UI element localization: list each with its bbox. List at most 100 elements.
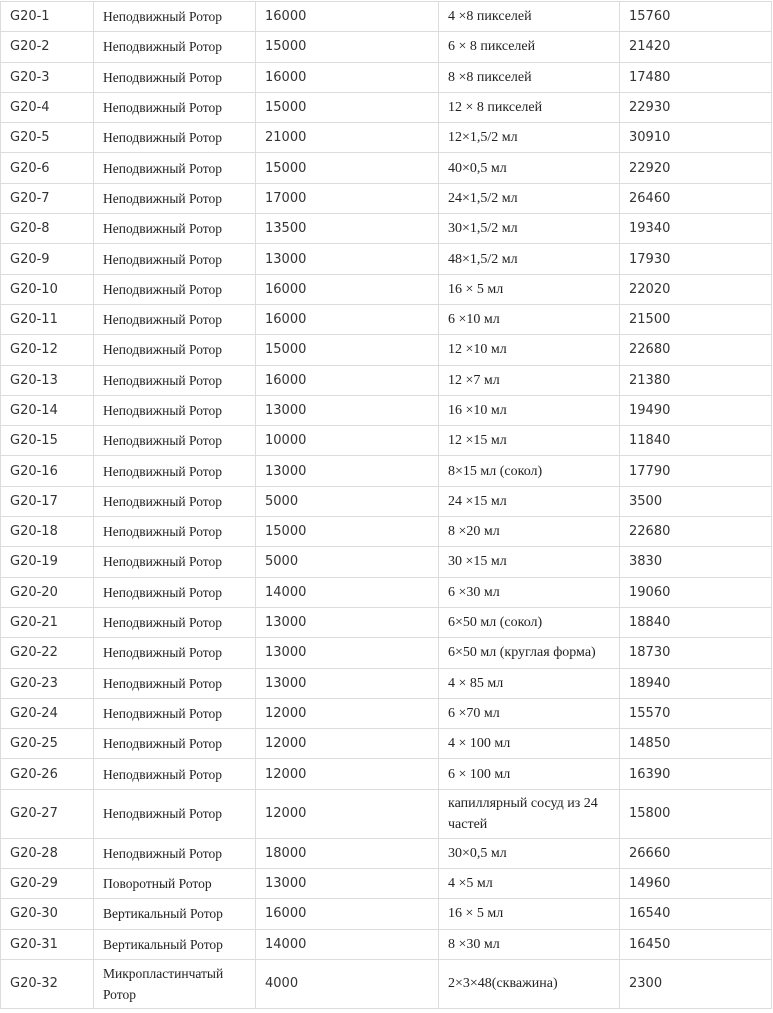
capacity-cell: 12×1,5/2 мл <box>438 122 620 154</box>
speed-cell: 17000 <box>255 182 439 215</box>
model-cell: G20-32 <box>0 958 94 1009</box>
table-row: G20-22 Неподвижный Ротор 13000 6×50 мл (кру… <box>0 637 772 669</box>
table-row: G20-21 Неподвижный Ротор 13000 6×50 мл (сок… <box>0 606 772 639</box>
capacity-cell: 8 ×30 мл <box>438 928 620 960</box>
rotor-type-cell: Неподвижный Ротор <box>93 758 256 790</box>
rotor-type-cell: Неподвижный Ротор <box>93 516 256 548</box>
speed-cell: 13500 <box>255 213 439 245</box>
model-cell: G20-4 <box>0 91 94 124</box>
rotor-type-cell: Неподвижный Ротор <box>93 152 256 184</box>
speed-cell: 13000 <box>255 868 439 900</box>
rotor-type-cell: Неподвижный Ротор <box>93 697 256 730</box>
price-cell: 17930 <box>619 243 772 275</box>
rotor-type-cell: Неподвижный Ротор <box>93 61 256 93</box>
table-row: G20-6 Неподвижный Ротор 15000 40×0,5 мл 2292… <box>0 152 772 184</box>
model-cell: G20-15 <box>0 425 94 457</box>
speed-cell: 4000 <box>255 958 439 1009</box>
speed-cell: 16000 <box>255 364 439 396</box>
speed-cell: 10000 <box>255 425 439 457</box>
speed-cell: 12000 <box>255 788 439 839</box>
rotor-type-cell: Неподвижный Ротор <box>93 213 256 245</box>
capacity-cell: 12 ×10 мл <box>438 334 620 366</box>
price-cell: 15800 <box>619 788 772 839</box>
price-cell: 16390 <box>619 758 772 790</box>
price-cell: 30910 <box>619 122 772 154</box>
speed-cell: 13000 <box>255 667 439 699</box>
speed-cell: 12000 <box>255 697 439 730</box>
capacity-cell: 16 ×10 мл <box>438 394 620 427</box>
model-cell: G20-30 <box>0 898 94 930</box>
model-cell: G20-3 <box>0 61 94 93</box>
model-cell: G20-20 <box>0 576 94 608</box>
speed-cell: 12000 <box>255 728 439 760</box>
capacity-cell: 8 ×8 пикселей <box>438 61 620 93</box>
rotor-type-cell: Неподвижный Ротор <box>93 303 256 336</box>
rotor-type-cell: Неподвижный Ротор <box>93 425 256 457</box>
table-row: G20-24 Неподвижный Ротор 12000 6 ×70 мл 1557… <box>0 697 772 730</box>
rotor-type-cell: Вертикальный Ротор <box>93 898 256 930</box>
price-cell: 14960 <box>619 868 772 900</box>
speed-cell: 16000 <box>255 61 439 93</box>
speed-cell: 12000 <box>255 758 439 790</box>
speed-cell: 15000 <box>255 31 439 63</box>
price-cell: 14850 <box>619 728 772 760</box>
capacity-cell: 4 ×5 мл <box>438 868 620 900</box>
rotor-type-cell: Неподвижный Ротор <box>93 273 256 305</box>
rotor-type-cell: Неподвижный Ротор <box>93 0 256 33</box>
speed-cell: 15000 <box>255 91 439 124</box>
capacity-cell: 24×1,5/2 мл <box>438 182 620 215</box>
capacity-cell: 4 × 85 мл <box>438 667 620 699</box>
capacity-cell: 2×3×48(скважина) <box>438 958 620 1009</box>
table-row: G20-12 Неподвижный Ротор 15000 12 ×10 мл 226… <box>0 334 772 366</box>
model-cell: G20-11 <box>0 303 94 336</box>
capacity-cell: 12 × 8 пикселей <box>438 91 620 124</box>
capacity-cell: 40×0,5 мл <box>438 152 620 184</box>
rotor-type-cell: Неподвижный Ротор <box>93 576 256 608</box>
speed-cell: 13000 <box>255 637 439 669</box>
speed-cell: 14000 <box>255 928 439 960</box>
capacity-cell: 4 ×8 пикселей <box>438 0 620 33</box>
price-cell: 19340 <box>619 213 772 245</box>
model-cell: G20-29 <box>0 868 94 900</box>
capacity-cell: 30×1,5/2 мл <box>438 213 620 245</box>
table-row: G20-15 Неподвижный Ротор 10000 12 ×15 мл 118… <box>0 425 772 457</box>
speed-cell: 18000 <box>255 837 439 870</box>
table-row: G20-13 Неподвижный Ротор 16000 12 ×7 мл 2138… <box>0 364 772 396</box>
rotor-type-cell: Неподвижный Ротор <box>93 606 256 639</box>
table-row: G20-17 Неподвижный Ротор 5000 24 ×15 мл 3500 <box>0 485 772 518</box>
model-cell: G20-14 <box>0 394 94 427</box>
rotor-type-cell: Неподвижный Ротор <box>93 334 256 366</box>
capacity-cell: 6×50 мл (круглая форма) <box>438 637 620 669</box>
model-cell: G20-17 <box>0 485 94 518</box>
capacity-cell: 6 × 8 пикселей <box>438 31 620 63</box>
table-row: G20-20 Неподвижный Ротор 14000 6 ×30 мл 1906… <box>0 576 772 608</box>
price-cell: 18730 <box>619 637 772 669</box>
speed-cell: 16000 <box>255 898 439 930</box>
capacity-cell: 6 ×10 мл <box>438 303 620 336</box>
speed-cell: 13000 <box>255 394 439 427</box>
price-cell: 17790 <box>619 455 772 487</box>
table-row: G20-28 Неподвижный Ротор 18000 30×0,5 мл 266… <box>0 837 772 870</box>
rotor-type-cell: Вертикальный Ротор <box>93 928 256 960</box>
speed-cell: 15000 <box>255 334 439 366</box>
table-row: G20-26 Неподвижный Ротор 12000 6 × 100 мл 16… <box>0 758 772 790</box>
model-cell: G20-23 <box>0 667 94 699</box>
table-row: G20-9 Неподвижный Ротор 13000 48×1,5/2 мл 17… <box>0 243 772 275</box>
model-cell: G20-6 <box>0 152 94 184</box>
capacity-cell: 12 ×15 мл <box>438 425 620 457</box>
capacity-cell: 4 × 100 мл <box>438 728 620 760</box>
model-cell: G20-27 <box>0 788 94 839</box>
model-cell: G20-8 <box>0 213 94 245</box>
rotor-type-cell: Неподвижный Ротор <box>93 546 256 578</box>
model-cell: G20-28 <box>0 837 94 870</box>
price-cell: 21420 <box>619 31 772 63</box>
rotor-type-cell: Неподвижный Ротор <box>93 728 256 760</box>
rotor-type-cell: Неподвижный Ротор <box>93 394 256 427</box>
rotor-type-cell: Неподвижный Ротор <box>93 122 256 154</box>
speed-cell: 14000 <box>255 576 439 608</box>
speed-cell: 16000 <box>255 0 439 33</box>
table-row: G20-3 Неподвижный Ротор 16000 8 ×8 пикселей… <box>0 61 772 93</box>
capacity-cell: 6 ×30 мл <box>438 576 620 608</box>
speed-cell: 5000 <box>255 485 439 518</box>
table-row: G20-8 Неподвижный Ротор 13500 30×1,5/2 мл 19… <box>0 213 772 245</box>
